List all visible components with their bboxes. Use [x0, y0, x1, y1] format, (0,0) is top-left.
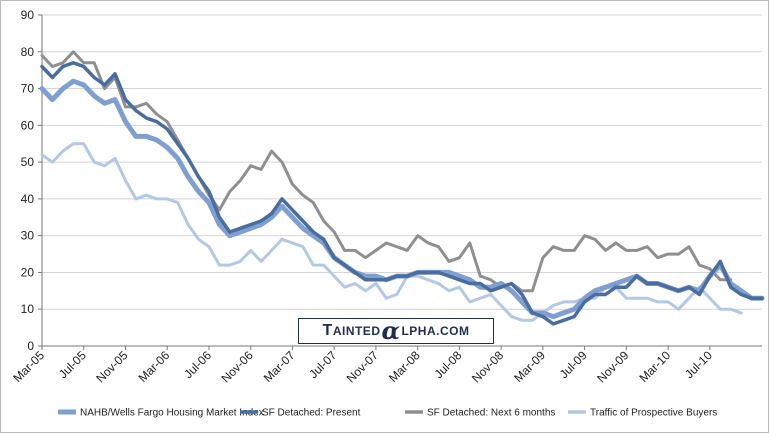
legend-label: NAHB/Wells Fargo Housing Market Index	[80, 408, 264, 419]
watermark-text-3: LPHA	[401, 324, 437, 338]
x-tick-label: Mar-06	[136, 348, 173, 385]
y-tick-label: 60	[21, 118, 35, 132]
watermark-text-1: T	[322, 322, 333, 339]
x-tick-label: Jul-05	[56, 348, 89, 381]
y-tick-label: 40	[21, 192, 35, 206]
x-tick-label: Jul-09	[557, 348, 590, 381]
watermark-logo: T AINTED α LPHA .COM	[298, 318, 494, 344]
x-tick-label: Mar-05	[10, 348, 47, 385]
x-tick-label: Mar-09	[511, 348, 548, 385]
series-line-4	[40, 142, 743, 322]
x-tick-label: Jul-06	[181, 348, 214, 381]
legend: NAHB/Wells Fargo Housing Market IndexSF …	[58, 408, 717, 419]
x-axis-tick-labels: Mar-05 Jul-05 Nov-05 Mar-06 Jul-06 Nov-06 Mar-…	[10, 348, 715, 385]
y-tick-label: 10	[21, 302, 35, 316]
series-line-2	[40, 61, 764, 326]
legend-label: SF Detached: Present	[262, 408, 361, 419]
y-tick-label: 50	[21, 155, 35, 169]
alpha-symbol: α	[381, 316, 401, 345]
x-tick-label: Nov-06	[219, 348, 256, 385]
x-tick-label: Mar-08	[386, 348, 423, 385]
series-line-3	[40, 50, 733, 293]
x-tick-label: Jul-10	[682, 348, 715, 381]
y-axis-tick-labels: 0 10 20 30 40 50 60 70 80 90	[21, 8, 35, 353]
x-tick-label: Mar-10	[636, 348, 673, 385]
legend-label: SF Detached: Next 6 months	[427, 408, 555, 419]
legend-label: Traffic of Prospective Buyers	[590, 408, 717, 419]
y-tick-label: 90	[21, 8, 35, 22]
x-tick-label: Nov-07	[344, 348, 381, 385]
x-tick-label: Nov-09	[594, 348, 631, 385]
watermark-text-4: .COM	[436, 324, 470, 338]
y-tick-label: 20	[21, 265, 35, 279]
x-tick-label: Nov-08	[469, 348, 506, 385]
x-tick-label: Mar-07	[261, 348, 298, 385]
gridlines	[42, 14, 762, 310]
y-tick-label: 0	[27, 339, 34, 353]
y-tick-label: 80	[21, 45, 35, 59]
y-tick-label: 70	[21, 82, 35, 96]
watermark-text-2: AINTED	[332, 324, 381, 338]
x-tick-label: Nov-05	[93, 348, 130, 385]
x-tick-label: Jul-08	[431, 348, 464, 381]
x-tick-label: Jul-07	[306, 348, 339, 381]
y-tick-label: 30	[21, 229, 35, 243]
series-lines	[39, 50, 765, 326]
